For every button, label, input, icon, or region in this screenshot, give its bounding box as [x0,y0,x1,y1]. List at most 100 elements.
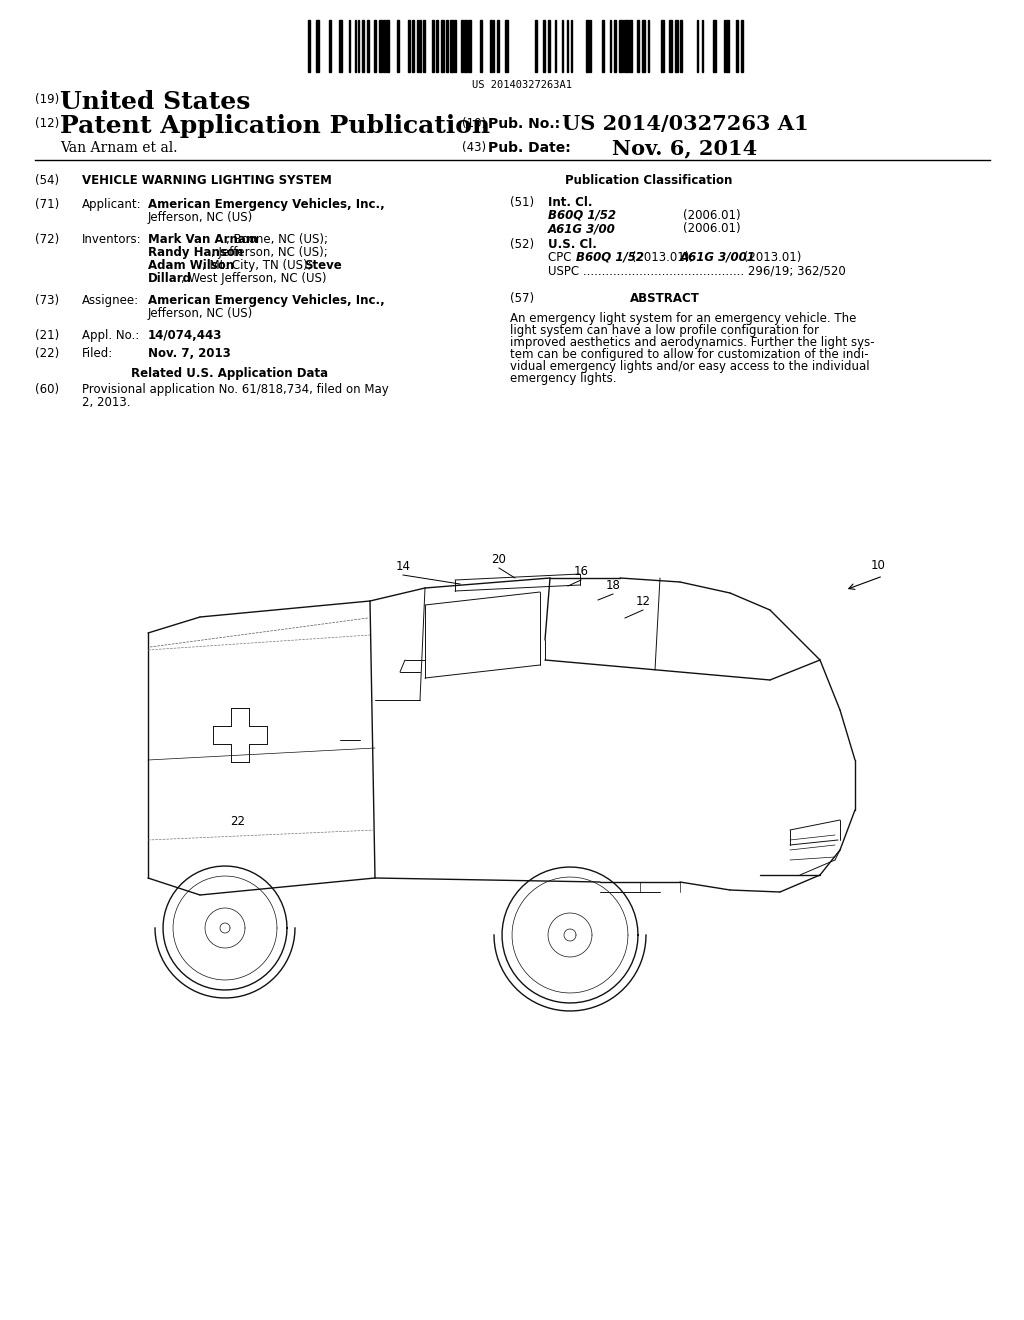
Text: (10): (10) [462,117,486,129]
Text: , Boone, NC (US);: , Boone, NC (US); [226,234,328,246]
Bar [614,20,616,73]
Text: Publication Classification: Publication Classification [565,174,732,187]
Text: (71): (71) [35,198,59,211]
Text: (73): (73) [35,294,59,308]
Text: 20: 20 [492,553,507,566]
Bar [675,20,678,73]
Text: light system can have a low profile configuration for: light system can have a low profile conf… [510,323,819,337]
Bar [450,20,453,73]
Text: (2013.01);: (2013.01); [628,251,697,264]
Text: improved aesthetics and aerodynamics. Further the light sys-: improved aesthetics and aerodynamics. Fu… [510,337,874,348]
Text: Dillard: Dillard [148,272,193,285]
Bar [308,20,310,73]
Text: Assignee:: Assignee: [82,294,139,308]
Text: (57): (57) [510,292,535,305]
Text: Inventors:: Inventors: [82,234,141,246]
Text: 12: 12 [636,595,650,609]
Bar [386,20,389,73]
Text: (51): (51) [510,195,535,209]
Bar [637,20,639,73]
Text: 18: 18 [605,579,621,591]
Bar [423,20,425,73]
Bar [316,20,319,73]
Bar [367,20,369,73]
Bar [680,20,682,73]
Text: Steve: Steve [304,259,342,272]
Text: B60Q 1/52: B60Q 1/52 [575,251,644,264]
Text: USPC ........................................... 296/19; 362/520: USPC ...................................… [548,264,846,277]
Bar [726,20,729,73]
Text: 14: 14 [395,560,411,573]
Text: An emergency light system for an emergency vehicle. The: An emergency light system for an emergen… [510,312,856,325]
Bar [625,20,628,73]
Bar [713,20,716,73]
Text: United States: United States [60,90,251,114]
Bar [419,20,421,73]
Bar [669,20,672,73]
Text: (19): (19) [35,92,59,106]
Bar [412,20,414,73]
Text: American Emergency Vehicles, Inc.,: American Emergency Vehicles, Inc., [148,198,385,211]
Text: Filed:: Filed: [82,347,114,360]
Bar [642,20,645,73]
Bar [374,20,376,73]
Bar [461,20,463,73]
Text: Nov. 6, 2014: Nov. 6, 2014 [612,139,758,158]
Bar [464,20,467,73]
Bar [535,20,537,73]
Bar [490,20,492,73]
Text: (60): (60) [35,383,59,396]
Text: U.S. Cl.: U.S. Cl. [548,238,597,251]
Text: A61G 3/00: A61G 3/00 [548,222,615,235]
Bar [602,20,604,73]
Text: VEHICLE WARNING LIGHTING SYSTEM: VEHICLE WARNING LIGHTING SYSTEM [82,174,332,187]
Text: US 2014/0327263 A1: US 2014/0327263 A1 [562,114,809,135]
Text: (54): (54) [35,174,59,187]
Text: emergency lights.: emergency lights. [510,372,616,385]
Text: Appl. No.:: Appl. No.: [82,329,139,342]
Text: 22: 22 [230,814,246,828]
Text: 2, 2013.: 2, 2013. [82,396,130,409]
Text: (2006.01): (2006.01) [683,209,740,222]
Bar [441,20,444,73]
Bar [662,20,664,73]
Bar [468,20,471,73]
Text: Pub. Date:: Pub. Date: [488,141,570,154]
Bar [446,20,449,73]
Text: Adam Wilson: Adam Wilson [148,259,234,272]
Bar [618,20,622,73]
Text: (72): (72) [35,234,59,246]
Bar [543,20,545,73]
Text: vidual emergency lights and/or easy access to the individual: vidual emergency lights and/or easy acce… [510,360,869,374]
Text: Related U.S. Application Data: Related U.S. Application Data [131,367,329,380]
Text: Van Arnam et al.: Van Arnam et al. [60,141,177,154]
Text: , Jefferson, NC (US);: , Jefferson, NC (US); [211,246,328,259]
Text: B60Q 1/52: B60Q 1/52 [548,209,616,222]
Text: Jefferson, NC (US): Jefferson, NC (US) [148,211,253,224]
Text: , Mt. City, TN (US);: , Mt. City, TN (US); [202,259,315,272]
Bar [379,20,382,73]
Text: , West Jefferson, NC (US): , West Jefferson, NC (US) [181,272,327,285]
Bar [339,20,342,73]
Text: Mark Van Arnam: Mark Van Arnam [148,234,258,246]
Bar [408,20,410,73]
Text: (22): (22) [35,347,59,360]
Text: CPC .: CPC . [548,251,579,264]
Bar [362,20,364,73]
Bar [383,20,385,73]
Bar [548,20,550,73]
Bar [436,20,438,73]
Text: tem can be configured to allow for customization of the indi-: tem can be configured to allow for custo… [510,348,868,360]
Bar [480,20,482,73]
Text: A61G 3/001: A61G 3/001 [680,251,756,264]
Text: (2006.01): (2006.01) [683,222,740,235]
Text: (43): (43) [462,141,486,154]
Text: Randy Hanson: Randy Hanson [148,246,244,259]
Bar [454,20,456,73]
Bar [586,20,589,73]
Bar [505,20,508,73]
Text: (2013.01): (2013.01) [740,251,802,264]
Text: 14/074,443: 14/074,443 [148,329,222,342]
Text: US 20140327263A1: US 20140327263A1 [472,81,572,90]
Text: (12): (12) [35,117,59,129]
